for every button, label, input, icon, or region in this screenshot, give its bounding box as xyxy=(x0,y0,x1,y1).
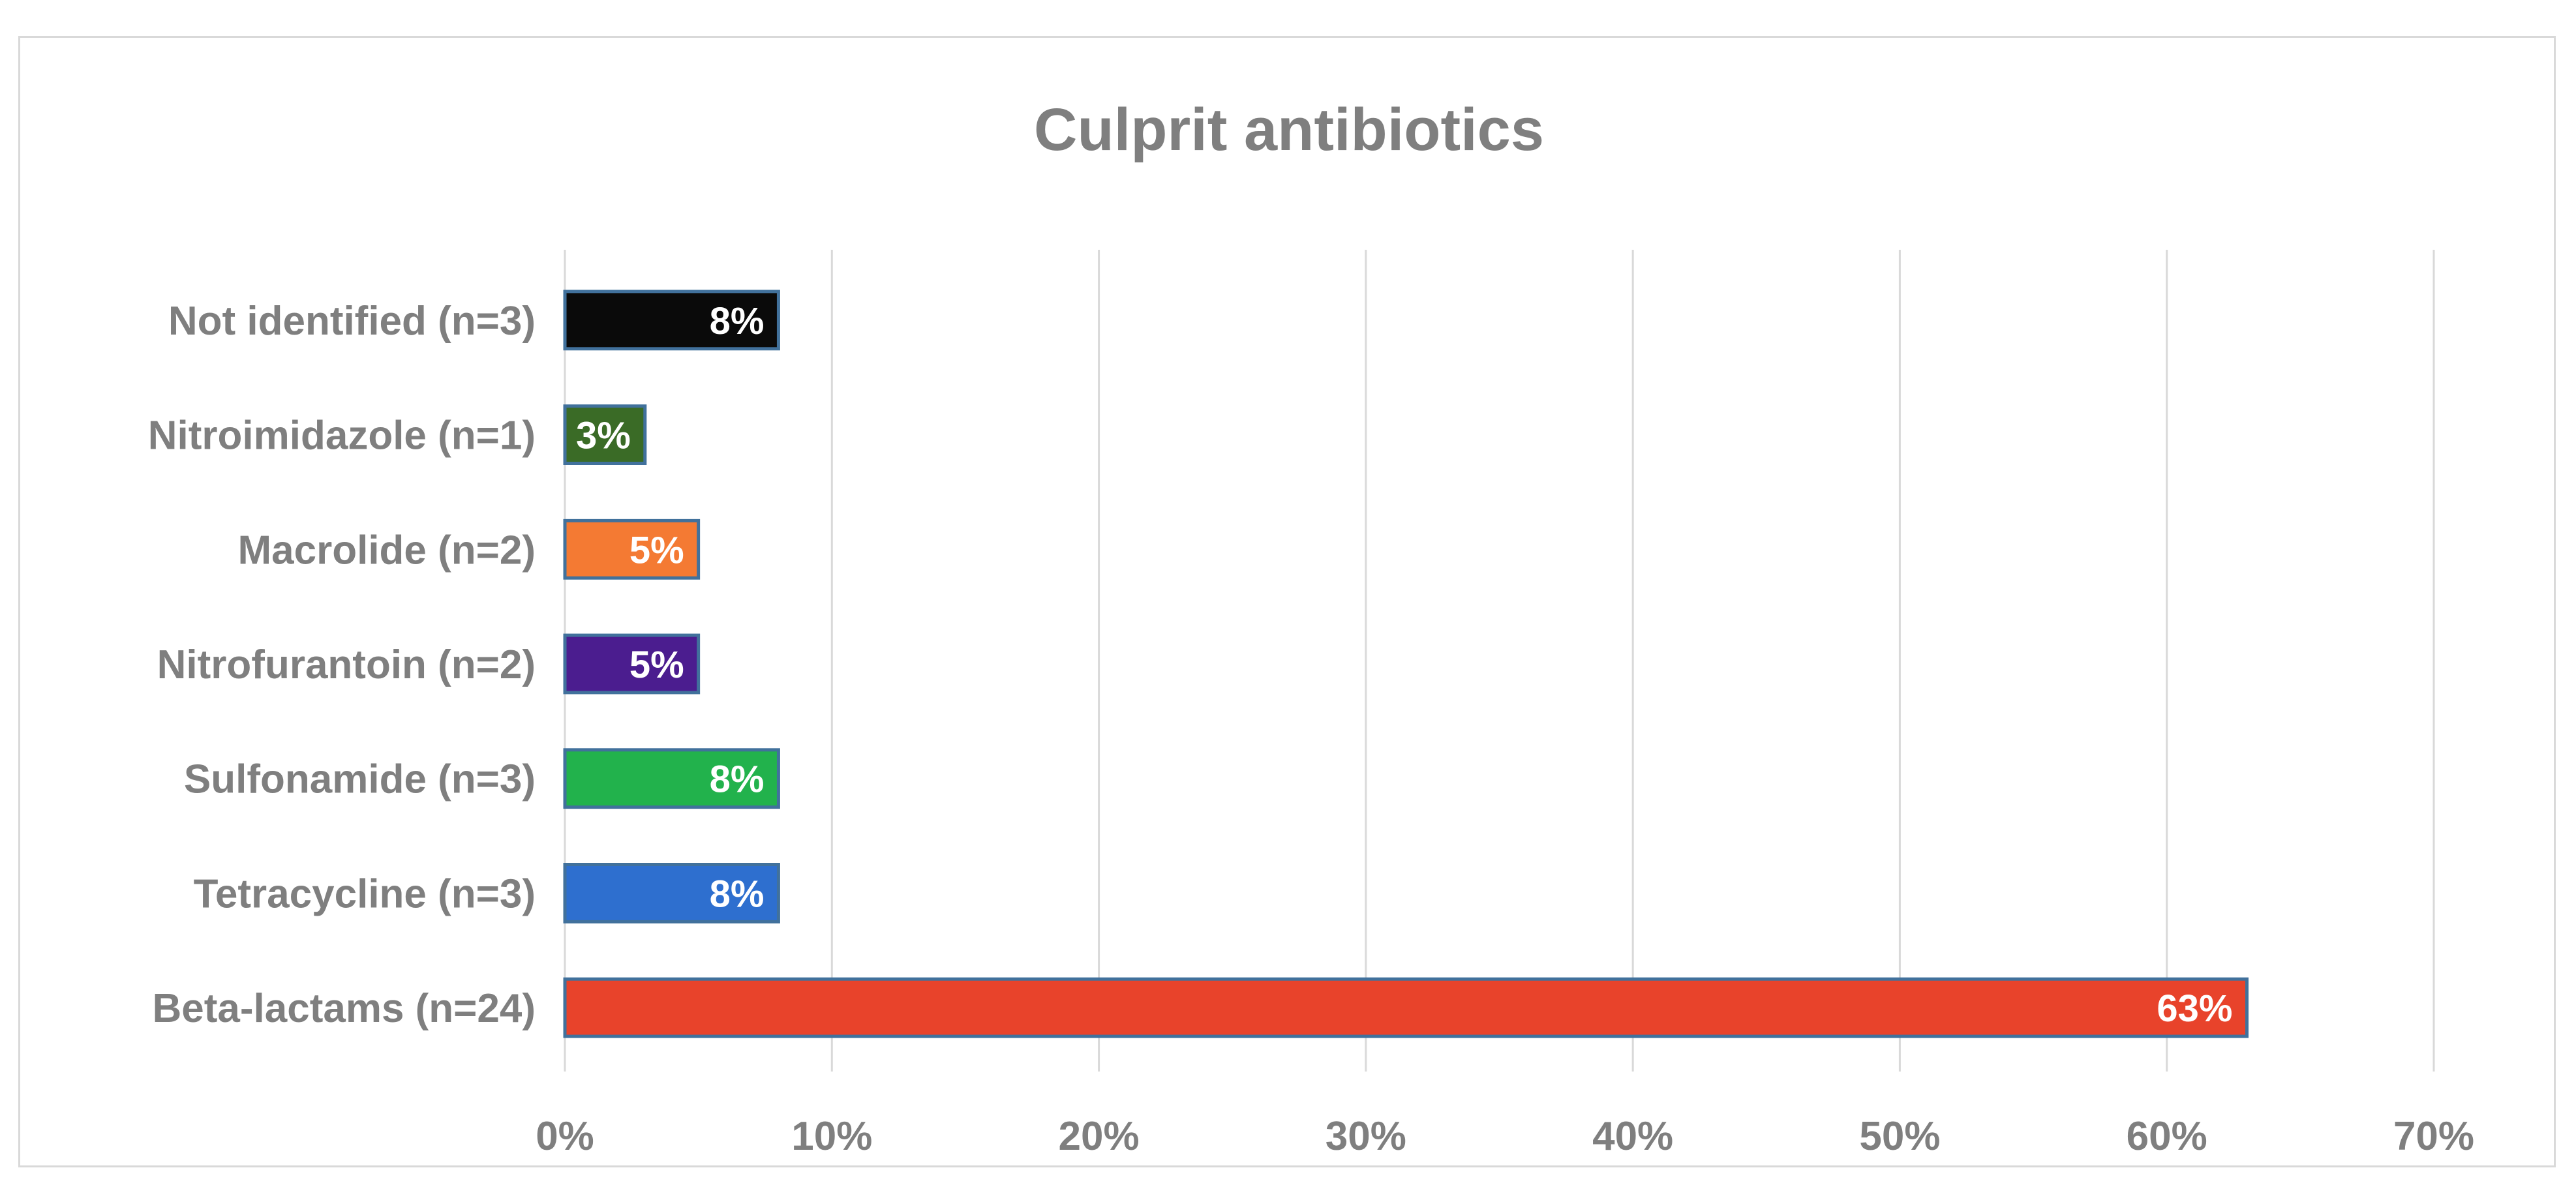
category-label: Nitrofurantoin (n=2) xyxy=(157,642,536,687)
bar xyxy=(563,290,780,351)
x-tick-label: 30% xyxy=(1326,1114,1406,1159)
x-tick-label: 20% xyxy=(1059,1114,1140,1159)
chart-title: Culprit antibiotics xyxy=(1034,97,1544,163)
category-label: Beta-lactams (n=24) xyxy=(152,986,536,1031)
gridlines xyxy=(564,250,2435,1072)
bar xyxy=(563,404,647,466)
x-tick-label: 10% xyxy=(791,1114,872,1159)
bar xyxy=(563,748,780,809)
x-axis-tick-labels: 0% 10% 20% 30% 40% 50% 60% 70% xyxy=(536,1114,2474,1159)
bar-chart: Culprit antibiotics Beta-lactams (n=24) T… xyxy=(148,97,2474,1159)
bar xyxy=(563,977,2249,1038)
category-label: Nitroimidazole (n=1) xyxy=(148,413,536,458)
bar xyxy=(563,633,701,695)
data-label: 5% xyxy=(629,529,684,571)
bars xyxy=(563,290,2249,1038)
category-label: Not identified (n=3) xyxy=(168,299,536,344)
x-tick-label: 0% xyxy=(536,1114,594,1159)
data-label: 8% xyxy=(710,300,765,342)
category-label: Tetracycline (n=3) xyxy=(194,871,536,916)
x-tick-label: 50% xyxy=(1859,1114,1940,1159)
data-labels: 63% 8% 8% 5% 5% 3% 8% xyxy=(576,300,2233,1030)
category-label: Macrolide (n=2) xyxy=(238,528,536,573)
data-label: 5% xyxy=(629,644,684,686)
data-label: 8% xyxy=(710,873,765,915)
data-label: 8% xyxy=(710,758,765,801)
category-label: Sulfonamide (n=3) xyxy=(184,757,536,802)
x-tick-label: 70% xyxy=(2393,1114,2474,1159)
data-label: 3% xyxy=(576,415,631,457)
bar xyxy=(563,863,780,923)
bar xyxy=(563,518,701,580)
x-tick-label: 40% xyxy=(1592,1114,1673,1159)
data-label: 63% xyxy=(2157,987,2232,1030)
chart-frame: Culprit antibiotics Beta-lactams (n=24) T… xyxy=(18,36,2556,1167)
x-tick-label: 60% xyxy=(2127,1114,2207,1159)
category-labels: Beta-lactams (n=24) Tetracycline (n=3) Sul… xyxy=(148,299,536,1031)
